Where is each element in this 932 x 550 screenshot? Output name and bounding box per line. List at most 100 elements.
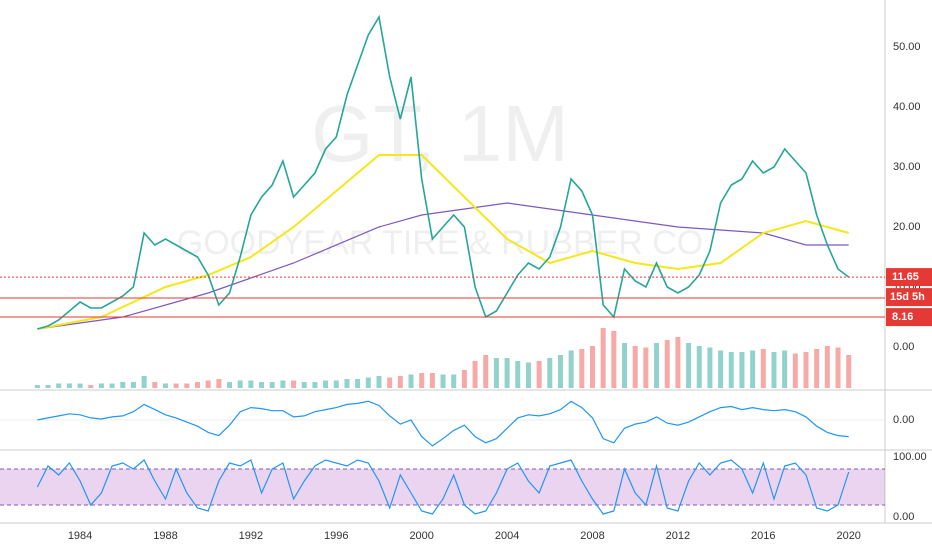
price-label-box [886,308,932,327]
ma-purple [37,202,849,330]
volume-bar [686,343,692,388]
volume-bar [56,383,62,388]
volume-bar [515,361,521,388]
volume-bar [77,383,83,388]
volume-bar [429,373,435,388]
x-tick-label: 2020 [836,530,860,542]
volume-bar [333,380,339,388]
volume-bar [98,383,104,388]
volume-bar [280,380,286,388]
volume-bar [600,328,606,388]
volume-bar [184,383,190,388]
volume-bar [451,374,457,388]
x-tick-label: 1984 [68,530,92,542]
volume-bar [194,382,200,388]
y-tick-label: 100.00 [893,451,927,463]
y-tick-label: 0.00 [893,341,914,353]
volume-bar [782,350,788,388]
volume-bar [493,358,499,388]
volume-bar [344,379,350,388]
volume-bar [323,380,329,388]
volume-bar [611,331,617,388]
volume-bar [525,362,531,388]
x-tick-label: 2008 [580,530,604,542]
x-tick-label: 1996 [324,530,348,542]
price-label: 8.16 [892,311,913,323]
volume-bar [568,350,574,388]
volume-bar [419,373,425,388]
y-tick-label: 20.00 [893,221,921,233]
volume-bar [622,343,628,388]
macd-line [37,400,849,447]
volume-bar [643,347,649,388]
volume-bar [152,382,158,388]
volume-bar [483,355,489,388]
volume-bar [803,352,809,388]
volume-bar [814,349,820,388]
volume-bar [248,380,254,388]
y-tick-label: 40.00 [893,101,921,113]
volume-bar [654,343,660,388]
x-tick-label: 2012 [666,530,690,542]
x-tick-label: 1992 [239,530,263,542]
x-tick-label: 2000 [409,530,433,542]
volume-bar [45,385,51,388]
stoch-line [36,459,850,515]
volume-bar [173,383,179,388]
price-line [37,14,850,330]
volume-bar [846,355,852,388]
volume-bar [259,382,265,388]
volume-bar [632,346,638,388]
volume-bar [824,346,830,388]
volume-bar [141,376,147,388]
volume-bar [589,346,595,388]
volume-bar [88,385,94,388]
volume-bar [408,374,414,388]
x-tick-label: 2016 [751,530,775,542]
price-label-box [886,268,932,287]
countdown: 15d 5h [890,291,925,303]
volume-bar [109,383,115,388]
volume-bar [397,376,403,388]
volume-bar [120,382,126,388]
volume-bar [461,370,467,388]
volume-bar [536,361,542,388]
volume-bar [227,382,233,388]
volume-bar [130,382,136,388]
volume-bar [504,358,510,388]
x-tick-label: 2004 [495,530,519,542]
volume-bar [792,353,798,388]
y-tick-label: 0.00 [893,511,914,523]
volume-bar [237,380,243,388]
volume-bar [739,352,745,388]
volume-bar [269,382,275,388]
x-tick-label: 1988 [153,530,177,542]
volume-bar [216,379,222,388]
countdown-box [886,288,932,307]
volume-bar [760,349,766,388]
volume-bar [718,350,724,388]
volume-bar [34,385,40,388]
y-tick-label: 50.00 [893,41,921,53]
volume-bar [387,377,393,388]
volume-bar [355,379,361,388]
volume-bar [675,337,681,388]
volume-bar [365,377,371,388]
volume-bar [557,355,563,388]
volume-bar [750,350,756,388]
volume-bar [771,352,777,388]
volume-bar [835,347,841,388]
volume-bar [162,383,168,388]
y-tick-label: 30.00 [893,161,921,173]
volume-bar [376,376,382,388]
volume-bar [66,383,72,388]
volume-bar [440,374,446,388]
volume-bar [472,361,478,388]
volume-bar [205,380,211,388]
volume-bar [707,347,713,388]
volume-bar [301,382,307,388]
volume-bar [696,346,702,388]
volume-bar [664,340,670,388]
volume-bar [579,349,585,388]
